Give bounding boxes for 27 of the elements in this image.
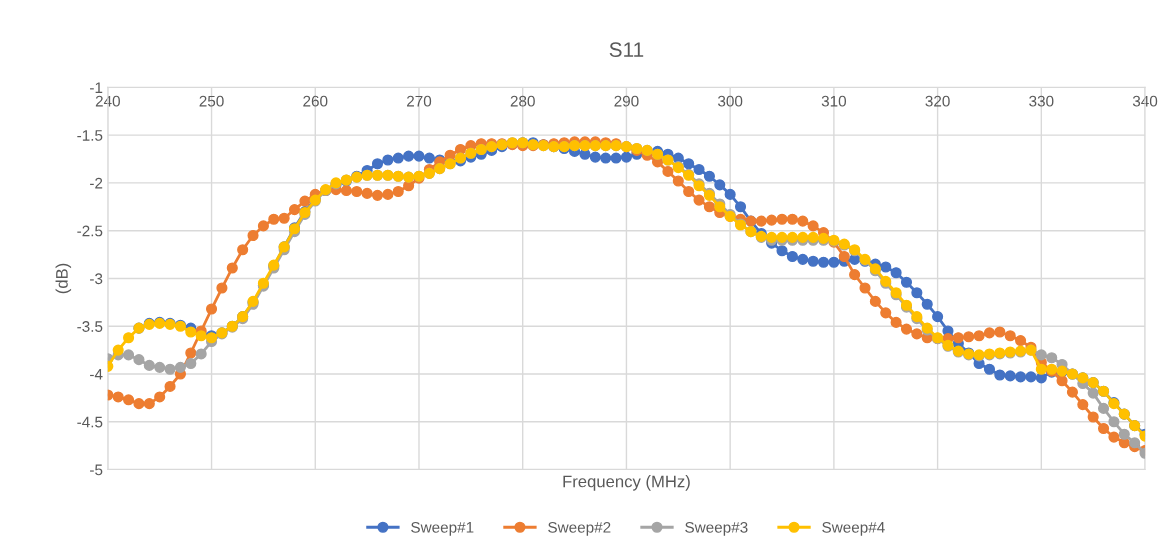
x-tick-label: 330 [1029,95,1054,107]
x-axis-title: Frequency (MHz) [563,475,690,491]
y-tick-label: -1 [90,82,103,93]
y-tick-label: -5 [90,464,103,476]
x-tick-label: 290 [614,95,639,107]
x-tick-label: 250 [199,95,224,107]
y-axis-title: (dB) [55,263,72,294]
x-tick-label: 300 [717,95,743,107]
y-tick-label: -2 [90,177,103,189]
x-tick-label: 280 [510,95,535,107]
legend-label: Sweep#3 [685,521,748,536]
chart-title: S11 [609,42,644,58]
x-tick-label: 260 [303,95,328,107]
legend-label: Sweep#1 [411,521,474,536]
legend-label: Sweep#4 [822,521,885,536]
y-tick-label: -4.5 [77,416,103,428]
y-tick-label: -4 [90,369,103,380]
y-tick-label: -3 [90,273,103,285]
y-tick-label: -2.5 [77,225,103,237]
legend-label: Sweep#2 [548,521,611,536]
x-tick-label: 310 [821,95,847,107]
x-tick-label: 270 [407,95,432,107]
x-tick-label: 240 [95,95,120,107]
x-tick-label: 340 [1132,95,1158,107]
y-tick-label: -1.5 [77,130,103,141]
y-tick-label: -3.5 [77,321,103,332]
x-tick-label: 320 [925,95,950,107]
